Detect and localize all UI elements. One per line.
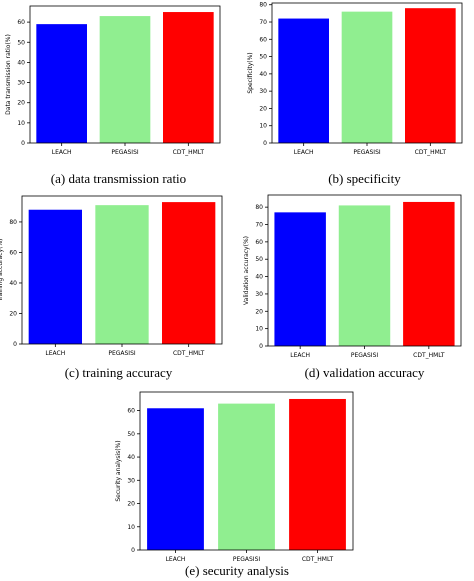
ytick-label-a-10: 10 xyxy=(17,120,25,127)
ytick-label-a-40: 40 xyxy=(17,59,25,66)
bar-e-pegasisi xyxy=(218,403,275,550)
ytick-label-d-60: 60 xyxy=(255,239,263,246)
ytick-label-a-30: 30 xyxy=(17,80,25,87)
ytick-label-b-40: 40 xyxy=(259,71,267,78)
bar-d-leach xyxy=(274,212,326,346)
ytick-label-b-50: 50 xyxy=(259,54,267,61)
ylabel-d: Validation accuracy(%) xyxy=(243,236,250,305)
bar-a-leach xyxy=(36,24,87,143)
ytick-label-b-20: 20 xyxy=(259,105,267,112)
ytick-label-e-0: 0 xyxy=(131,547,135,554)
chart-panel-b: 0 10 20 30 40 50 60 70 80 LEACH PEGASISI CDT_HMLT Sp… xyxy=(0,0,474,195)
xtick-label-a-cdt-hmlt: CDT_HMLT xyxy=(173,149,205,156)
ytick-label-d-40: 40 xyxy=(255,274,263,281)
xtick-label-a-leach: LEACH xyxy=(52,149,72,156)
ytick-label-e-10: 10 xyxy=(127,524,135,531)
chart-panel-a: 0 10 20 30 40 50 60 LEACH PEGASISI CDT_HMLT Data t… xyxy=(0,0,237,195)
chart-panel-d: 0 10 20 30 40 50 60 70 80 LEACH PEGASISI CDT_HMLT Va… xyxy=(243,194,462,380)
bar-b-cdt-hmlt xyxy=(405,8,456,144)
ytick-label-b-70: 70 xyxy=(259,19,267,26)
ytick-label-a-60: 60 xyxy=(17,19,25,26)
xtick-label-b-pegasisi: PEGASISI xyxy=(353,149,381,156)
ytick-label-d-10: 10 xyxy=(255,326,263,333)
ytick-label-b-0: 0 xyxy=(263,140,267,147)
ytick-label-c-80: 80 xyxy=(9,219,17,226)
bar-d-pegasisi xyxy=(338,205,391,346)
caption-e: (e) security analysis xyxy=(185,563,289,578)
ytick-label-c-0: 0 xyxy=(13,341,17,348)
bar-a-pegasisi xyxy=(99,16,151,143)
ytick-label-a-50: 50 xyxy=(17,39,25,46)
xtick-label-d-pegasisi: PEGASISI xyxy=(351,352,379,359)
ytick-label-e-60: 60 xyxy=(127,408,135,415)
bar-e-cdt-hmlt xyxy=(289,398,346,550)
bar-b-leach xyxy=(278,18,329,143)
ytick-label-b-60: 60 xyxy=(259,36,267,43)
ytick-label-c-40: 40 xyxy=(9,280,17,287)
ytick-label-d-80: 80 xyxy=(255,204,263,211)
ytick-label-d-70: 70 xyxy=(255,222,263,229)
ytick-label-e-20: 20 xyxy=(127,501,135,508)
ytick-label-a-0: 0 xyxy=(21,140,25,147)
chart-c-svg: 0 20 40 60 80 LEACH PEGASISI CDT_HMLT Training a… xyxy=(0,195,223,357)
ylabel-c: Training accuracy(%) xyxy=(0,238,4,302)
ytick-label-b-80: 80 xyxy=(259,2,267,9)
ylabel-a: Data transmission ratio(%) xyxy=(5,34,12,115)
ytick-label-b-30: 30 xyxy=(259,88,267,95)
ytick-label-d-20: 20 xyxy=(255,308,263,315)
xtick-label-b-leach: LEACH xyxy=(294,149,314,156)
bar-d-cdt-hmlt xyxy=(403,201,455,346)
xtick-label-a-pegasisi: PEGASISI xyxy=(111,149,139,156)
ytick-label-a-20: 20 xyxy=(17,100,25,107)
xtick-label-d-cdt-hmlt: CDT_HMLT xyxy=(413,352,445,359)
chart-b-svg: 0 10 20 30 40 50 60 70 80 LEACH PEGASISI CDT_HMLT Sp… xyxy=(247,2,463,156)
caption-c: (c) training accuracy xyxy=(64,365,173,380)
chart-d-svg: 0 10 20 30 40 50 60 70 80 LEACH PEGASISI CDT_HMLT Va… xyxy=(243,194,462,359)
caption-a: (a) data transmission ratio xyxy=(50,171,187,186)
bar-c-cdt-hmlt xyxy=(162,202,216,344)
xtick-label-e-pegasisi: PEGASISI xyxy=(233,556,261,563)
xtick-label-e-leach: LEACH xyxy=(166,556,186,563)
xtick-label-e-cdt-hmlt: CDT_HMLT xyxy=(302,556,334,563)
xtick-label-b-cdt-hmlt: CDT_HMLT xyxy=(415,149,447,156)
chart-a-svg: 0 10 20 30 40 50 60 LEACH PEGASISI CDT_HMLT Data t… xyxy=(5,5,221,156)
bar-b-pegasisi xyxy=(341,11,393,144)
chart-panel-c: 0 20 40 60 80 LEACH PEGASISI CDT_HMLT Training a… xyxy=(0,0,237,390)
ytick-label-e-40: 40 xyxy=(127,454,135,461)
chart-e-svg: 0 10 20 30 40 50 60 LEACH PEGASISI CDT_HMLT Securi… xyxy=(115,391,354,563)
ytick-label-e-50: 50 xyxy=(127,431,135,438)
ytick-label-b-10: 10 xyxy=(259,123,267,130)
ytick-label-d-30: 30 xyxy=(255,291,263,298)
caption-b: (b) specificity xyxy=(328,171,401,186)
xtick-label-c-leach: LEACH xyxy=(45,350,65,357)
xtick-label-d-leach: LEACH xyxy=(290,352,310,359)
ytick-label-d-0: 0 xyxy=(259,343,263,350)
ytick-label-c-20: 20 xyxy=(9,310,17,317)
ytick-label-c-60: 60 xyxy=(9,249,17,256)
caption-d: (d) validation accuracy xyxy=(304,365,425,380)
bar-c-leach xyxy=(28,209,83,344)
bar-c-pegasisi xyxy=(95,205,149,344)
bar-a-cdt-hmlt xyxy=(163,12,214,144)
xtick-label-c-cdt-hmlt: CDT_HMLT xyxy=(173,350,205,357)
bar-e-leach xyxy=(147,408,204,550)
ytick-label-e-30: 30 xyxy=(127,477,135,484)
ytick-label-d-50: 50 xyxy=(255,256,263,263)
ylabel-e: Security analysis(%) xyxy=(115,440,122,501)
ylabel-b: Specificity(%) xyxy=(247,52,254,93)
xtick-label-c-pegasisi: PEGASISI xyxy=(108,350,136,357)
